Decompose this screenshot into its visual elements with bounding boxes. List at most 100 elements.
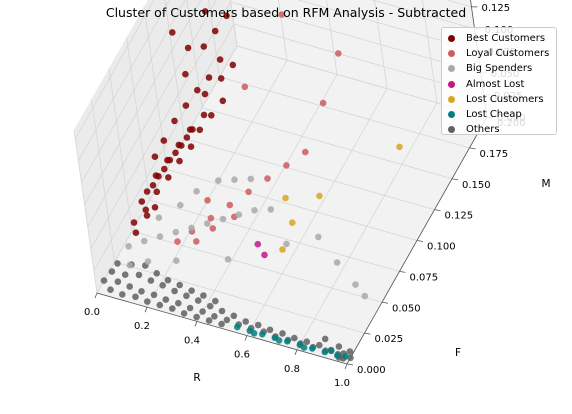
x-axis-label: R	[193, 372, 200, 384]
data-point	[193, 188, 200, 195]
x-tick-label: 0.4	[184, 335, 200, 346]
y-tick	[416, 240, 424, 242]
data-point	[241, 83, 249, 91]
data-point	[183, 134, 191, 141]
x-tick-label: 0.2	[134, 321, 150, 332]
data-point	[173, 257, 180, 265]
legend-swatch	[448, 80, 455, 88]
y-gridline	[208, 0, 220, 77]
data-point	[251, 207, 258, 214]
left-pane	[74, 0, 237, 293]
legend-swatch	[448, 111, 455, 119]
data-point	[162, 296, 170, 303]
y-tick	[346, 363, 354, 366]
y-tick-label: 0.075	[410, 272, 439, 283]
data-point	[114, 260, 121, 267]
data-point	[175, 299, 182, 307]
y-gridline	[149, 199, 400, 272]
data-point	[291, 334, 298, 342]
data-point	[335, 343, 343, 350]
data-point	[172, 228, 180, 236]
legend-item: Loyal Customers	[448, 46, 552, 61]
data-point	[201, 8, 209, 15]
y-gridline	[219, 76, 470, 149]
z-gridline	[296, 0, 478, 52]
data-point	[302, 148, 309, 156]
data-point	[153, 188, 161, 196]
data-point	[144, 298, 151, 305]
z-gridline	[74, 0, 155, 140]
data-point	[176, 281, 183, 289]
data-point	[196, 126, 204, 134]
data-point	[151, 204, 159, 211]
data-point	[207, 214, 215, 222]
data-point	[275, 337, 283, 344]
data-point	[347, 354, 354, 362]
data-point	[211, 27, 219, 35]
data-point	[352, 281, 359, 288]
data-point	[119, 291, 126, 298]
legend-item: Lost Customers	[448, 92, 552, 107]
z-tick-label: 0.125	[481, 3, 510, 14]
chart-title: Cluster of Customers based on RFM Analys…	[105, 5, 467, 20]
y-gridline	[126, 37, 150, 201]
data-point	[108, 268, 116, 275]
data-point	[230, 312, 238, 320]
z-gridline	[87, 0, 217, 228]
data-point	[247, 175, 255, 183]
y-tick	[381, 301, 389, 304]
data-point	[188, 287, 195, 295]
legend-label: Loyal Customers	[466, 48, 550, 60]
legend-swatch	[448, 35, 455, 43]
legend-swatch	[448, 126, 455, 134]
y-tick	[364, 332, 371, 335]
data-point	[267, 206, 275, 213]
y-tick	[451, 178, 459, 181]
data-point	[130, 219, 138, 226]
x-tick-label: 1.0	[334, 378, 350, 389]
data-point	[259, 330, 266, 338]
data-point	[176, 157, 183, 165]
data-point	[107, 286, 114, 294]
data-point	[303, 338, 311, 346]
data-point	[309, 345, 316, 352]
data-point	[171, 117, 178, 125]
y-gridline	[164, 0, 185, 139]
data-point	[205, 74, 213, 81]
data-point	[199, 308, 206, 315]
data-point	[193, 238, 200, 245]
data-point	[316, 341, 323, 349]
data-point	[321, 335, 329, 343]
data-point	[226, 201, 234, 209]
data-point	[138, 198, 146, 205]
data-point	[156, 301, 164, 309]
data-point	[193, 313, 200, 321]
data-point	[278, 11, 285, 18]
data-point	[126, 261, 134, 269]
data-point	[155, 173, 162, 180]
y-tick-label: 0.150	[462, 180, 491, 191]
data-point	[254, 240, 262, 248]
data-point	[334, 352, 341, 359]
legend-label: Almost Lost	[466, 78, 525, 90]
y-gridline	[73, 129, 98, 294]
data-point	[316, 192, 323, 200]
data-point	[156, 233, 164, 240]
data-point	[231, 176, 238, 183]
data-point	[206, 302, 214, 310]
data-point	[216, 56, 224, 63]
data-point	[182, 102, 190, 109]
data-point	[194, 297, 202, 304]
data-point	[169, 305, 176, 312]
legend-swatch	[448, 65, 455, 73]
x-tick	[144, 307, 148, 313]
data-point	[187, 143, 195, 150]
data-point	[242, 318, 249, 325]
legend-item: Almost Lost	[448, 77, 552, 92]
data-point	[150, 291, 158, 299]
data-point	[235, 211, 243, 218]
data-point	[279, 246, 286, 253]
legend-label: Others	[466, 124, 500, 136]
z-gridline	[90, 1, 232, 250]
